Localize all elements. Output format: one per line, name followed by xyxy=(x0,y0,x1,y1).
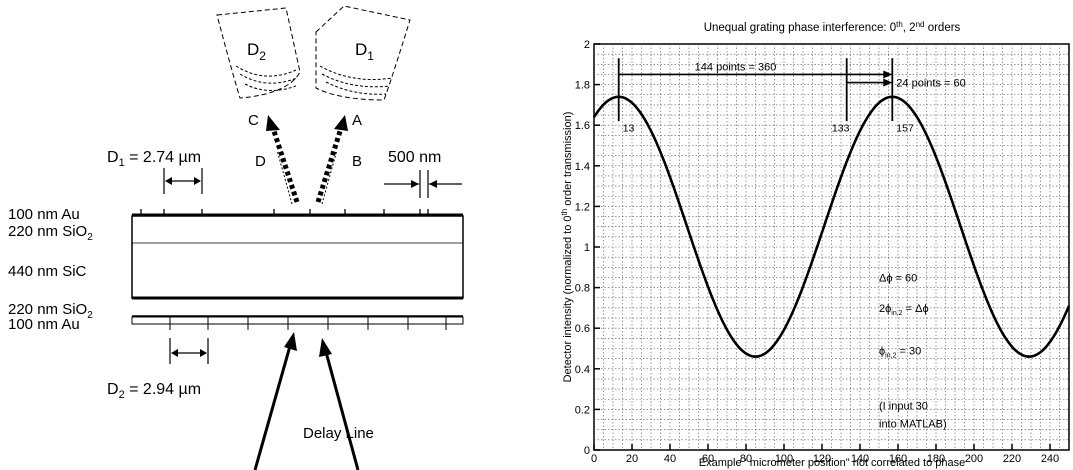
series-layer xyxy=(592,95,1071,358)
span-arrowhead-short xyxy=(883,78,893,87)
layer-label-au-top: 100 nm Au xyxy=(8,206,80,223)
grating-diagram: D2 D1 C A D B xyxy=(8,5,464,470)
x-tick-label: 20 xyxy=(626,453,638,465)
layer-label-au-bottom: 100 nm Au xyxy=(8,316,80,333)
y-tick-label: 0.2 xyxy=(575,404,590,416)
detector-d1-label: D1 xyxy=(355,40,374,63)
series-line-2 xyxy=(592,95,1071,358)
x-tick-label: 120 xyxy=(813,453,831,465)
period-top-dimension: D1 = 2.74 µm xyxy=(107,149,203,194)
detector-d1: D1 xyxy=(315,5,411,101)
x-axis-label: Example ' micrometer position" not corre… xyxy=(699,457,965,469)
span-label-long: 144 points = 360 xyxy=(695,61,777,73)
layer-label-sio2-bottom: 220 nm SiO2 xyxy=(8,301,93,321)
y-tick-label: 2 xyxy=(584,39,590,51)
grid xyxy=(594,44,1069,450)
y-tick-label: 0.4 xyxy=(575,364,590,376)
chart-note: 2ϕin,2 = Δϕ xyxy=(879,303,929,317)
x-tick-label: 60 xyxy=(702,453,714,465)
y-tick-label: 0.6 xyxy=(575,323,590,335)
y-tick-label: 1.6 xyxy=(575,120,590,132)
beam-label-c: C xyxy=(248,112,259,129)
y-tick-label: 0 xyxy=(584,445,590,457)
beam-label-b: B xyxy=(352,153,362,170)
chart-note: Δϕ = 60 xyxy=(879,273,917,285)
period-bottom-label: D2 = 2.94 µm xyxy=(107,381,201,401)
period-bottom-dimension: D2 = 2.94 µm xyxy=(107,338,209,401)
slit-width-label: 500 nm xyxy=(388,149,441,166)
beam-label-a: A xyxy=(352,112,362,129)
detector-d2: D2 xyxy=(216,7,301,99)
y-tick-label: 1.4 xyxy=(575,161,590,173)
x-tick-label: 240 xyxy=(1041,453,1059,465)
chart-note: (I input 30 xyxy=(879,400,928,412)
period-top-label: D1 = 2.74 µm xyxy=(107,149,201,169)
peak-marker-label: 13 xyxy=(623,122,635,134)
annotation-layer: 144 points = 360 24 points = 60 13 133 157 Δϕ… xyxy=(617,58,966,431)
y-tick-label: 1.2 xyxy=(575,201,590,213)
slit-width-dimension: 500 nm xyxy=(384,149,462,198)
detector-d2-label: D2 xyxy=(247,40,266,63)
layer-label-sic: 440 nm SiC xyxy=(8,263,87,280)
diffracted-beams: C A D B xyxy=(248,112,362,205)
x-tick-label: 40 xyxy=(664,453,676,465)
x-tick-label: 200 xyxy=(965,453,983,465)
x-tick-label: 220 xyxy=(1003,453,1021,465)
layer-label-sio2-top: 220 nm SiO2 xyxy=(8,223,93,243)
x-tick-label: 100 xyxy=(775,453,793,465)
peak-marker-label: 157 xyxy=(896,122,914,134)
chart-title: Unequal grating phase interference: 0th,… xyxy=(704,20,961,35)
x-tick-label: 140 xyxy=(851,453,869,465)
y-tick-label: 1 xyxy=(584,242,590,254)
chart-note: ϕin,2 = 30 xyxy=(879,346,921,360)
delay-line-label: Delay Line xyxy=(303,425,374,442)
peak-marker-label: 133 xyxy=(832,122,850,134)
x-tick-label: 0 xyxy=(591,453,597,465)
x-tick-label: 180 xyxy=(927,453,945,465)
beam-label-d: D xyxy=(255,153,266,170)
tick-layer: 0 20 40 60 80 100 120 140 160 180 200 220 240 0 0.2 0.4… xyxy=(575,39,1059,465)
interference-chart: 144 points = 360 24 points = 60 13 133 157 Δϕ… xyxy=(560,20,1071,469)
x-tick-label: 80 xyxy=(740,453,752,465)
incident-beams: Delay Line xyxy=(253,332,374,470)
span-arrowhead-long xyxy=(883,70,893,79)
y-tick-label: 0.8 xyxy=(575,283,590,295)
y-axis-label: Detector intensity (normalized to 0th or… xyxy=(560,112,575,383)
span-label-short: 24 points = 60 xyxy=(896,78,965,90)
y-tick-label: 1.8 xyxy=(575,80,590,92)
x-tick-label: 160 xyxy=(889,453,907,465)
layer-stack: 100 nm Au 220 nm SiO2 440 nm SiC 220 nm … xyxy=(8,206,464,333)
chart-note: into MATLAB) xyxy=(879,419,947,431)
